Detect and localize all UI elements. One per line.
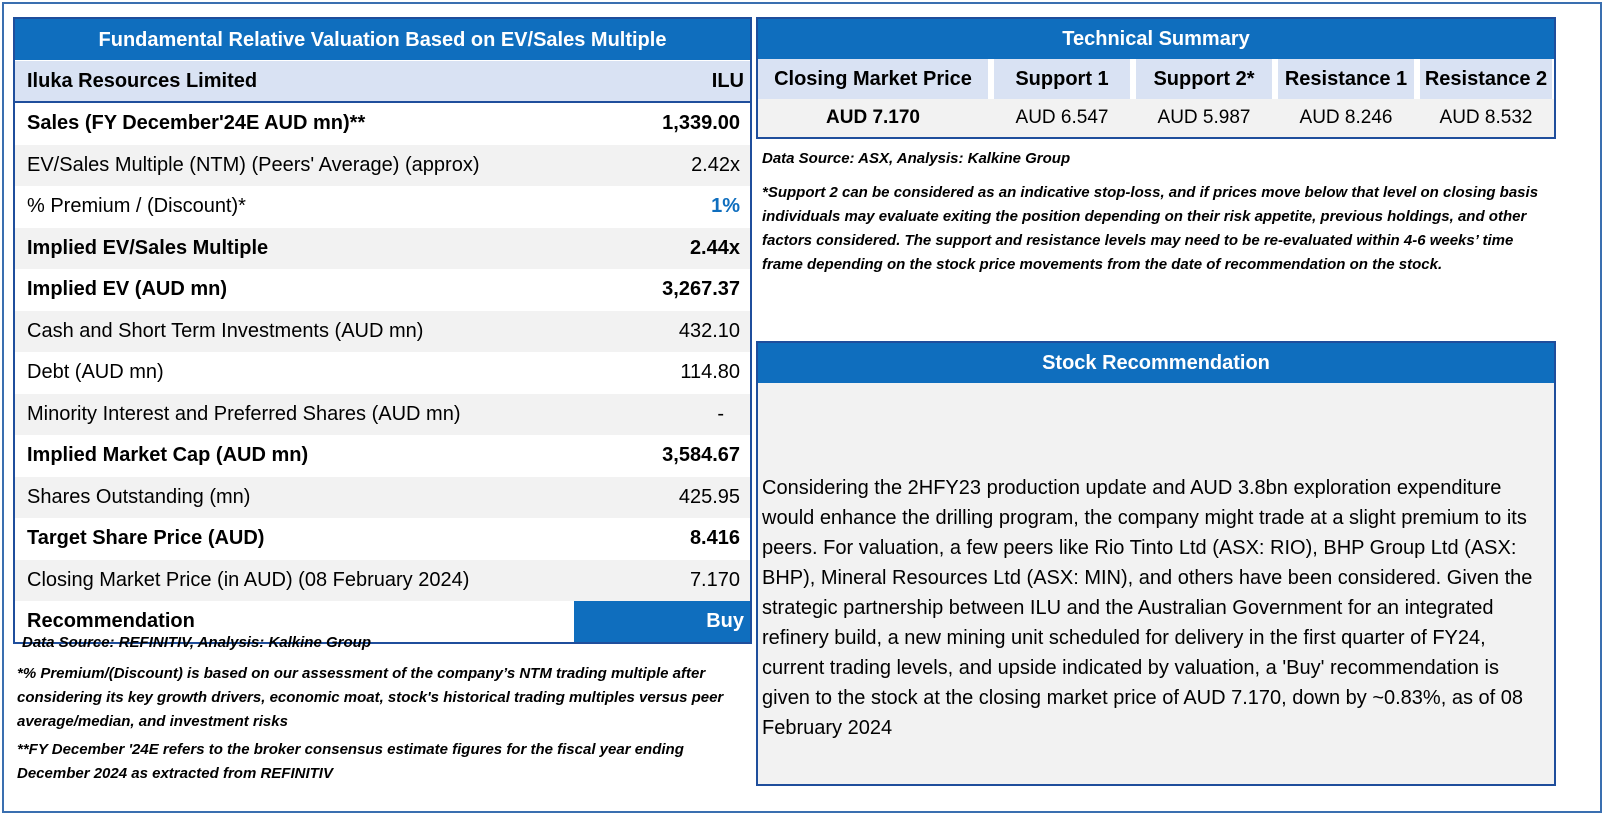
row-label: Implied EV (AUD mn) [27, 278, 228, 300]
table-row: Cash and Short Term Investments (AUD mn)… [15, 310, 750, 352]
row-value: 8.416 [689, 527, 740, 549]
row-label: Sales (FY December'24E AUD mn)** [27, 112, 366, 134]
table-cell: AUD 8.532 [1439, 107, 1533, 128]
technical-source: Data Source: ASX, Analysis: Kalkine Grou… [762, 150, 1071, 167]
table-row: Debt (AUD mn) 114.80 [15, 352, 750, 394]
table-cell: AUD 5.987 [1157, 107, 1251, 128]
table-cell: AUD 7.170 [826, 107, 920, 128]
row-value: 425.95 [678, 485, 740, 508]
valuation-source: Data Source: REFINITIV, Analysis: Kalkin… [22, 634, 371, 651]
row-value: - [717, 402, 724, 425]
technical-title: Technical Summary [758, 19, 1554, 59]
stock-recommendation-panel: Stock Recommendation Considering the 2HF… [756, 341, 1556, 786]
row-value: 3,267.37 [662, 278, 740, 300]
row-label: EV/Sales Multiple (NTM) (Peers' Average)… [27, 153, 480, 176]
recommendation-row: Recommendation Buy [15, 601, 750, 642]
row-value: 3,584.67 [662, 444, 740, 466]
table-row: Sales (FY December'24E AUD mn)** 1,339.0… [15, 103, 750, 145]
row-value: 1,339.00 [662, 112, 740, 134]
row-label: Implied EV/Sales Multiple [27, 236, 269, 259]
row-value: 2.42x [691, 153, 740, 176]
valuation-title: Fundamental Relative Valuation Based on … [15, 19, 750, 61]
column-header: Support 2* [1136, 59, 1272, 99]
technical-value-row: AUD 7.170 AUD 6.547 AUD 5.987 AUD 8.246 … [758, 99, 1554, 137]
row-value: 114.80 [680, 361, 740, 383]
recommendation-label: Recommendation [27, 610, 195, 632]
table-cell: AUD 8.246 [1299, 107, 1393, 128]
stock-recommendation-text: Considering the 2HFY23 production update… [762, 477, 1533, 739]
table-row: Implied EV/Sales Multiple 2.44x [15, 227, 750, 269]
company-ticker: ILU [711, 70, 744, 92]
row-label: Cash and Short Term Investments (AUD mn) [27, 319, 424, 342]
technical-summary-table: Technical Summary Closing Market Price S… [756, 17, 1556, 139]
column-header: Closing Market Price [758, 59, 988, 99]
table-row: Target Share Price (AUD) 8.416 [15, 518, 750, 560]
valuation-note-premium: *% Premium/(Discount) is based on our as… [17, 665, 724, 730]
column-header: Resistance 2 [1420, 59, 1552, 99]
table-row: Minority Interest and Preferred Shares (… [15, 393, 750, 435]
table-row: Closing Market Price (in AUD) (08 Februa… [15, 559, 750, 601]
row-label: % Premium / (Discount)* [27, 195, 246, 217]
row-label: Target Share Price (AUD) [27, 527, 265, 549]
table-row: % Premium / (Discount)* 1% [15, 186, 750, 228]
row-label: Minority Interest and Preferred Shares (… [27, 402, 461, 425]
stock-recommendation-title: Stock Recommendation [758, 343, 1554, 383]
technical-header-row: Closing Market Price Support 1 Support 2… [758, 59, 1554, 99]
company-name: Iluka Resources Limited [27, 70, 258, 92]
row-label: Shares Outstanding (mn) [27, 485, 251, 508]
row-label: Closing Market Price (in AUD) (08 Februa… [27, 568, 470, 591]
table-row: Implied Market Cap (AUD mn) 3,584.67 [15, 435, 750, 477]
valuation-note-fy: **FY December '24E refers to the broker … [17, 741, 684, 782]
valuation-table: Fundamental Relative Valuation Based on … [13, 17, 752, 644]
table-row: Implied EV (AUD mn) 3,267.37 [15, 269, 750, 311]
company-row: Iluka Resources Limited ILU [15, 61, 750, 103]
column-header: Support 1 [994, 59, 1130, 99]
row-value: 2.44x [689, 236, 740, 259]
row-value: 1% [711, 195, 740, 217]
table-row: Shares Outstanding (mn) 425.95 [15, 476, 750, 518]
column-header: Resistance 1 [1278, 59, 1414, 99]
row-value: 7.170 [689, 568, 740, 591]
recommendation-value: Buy [574, 601, 750, 642]
row-value: 432.10 [678, 319, 740, 342]
table-row: EV/Sales Multiple (NTM) (Peers' Average)… [15, 144, 750, 186]
technical-note: *Support 2 can be considered as an indic… [762, 184, 1539, 273]
table-cell: AUD 6.547 [1015, 107, 1109, 128]
row-label: Implied Market Cap (AUD mn) [27, 444, 309, 466]
row-label: Debt (AUD mn) [27, 361, 164, 383]
